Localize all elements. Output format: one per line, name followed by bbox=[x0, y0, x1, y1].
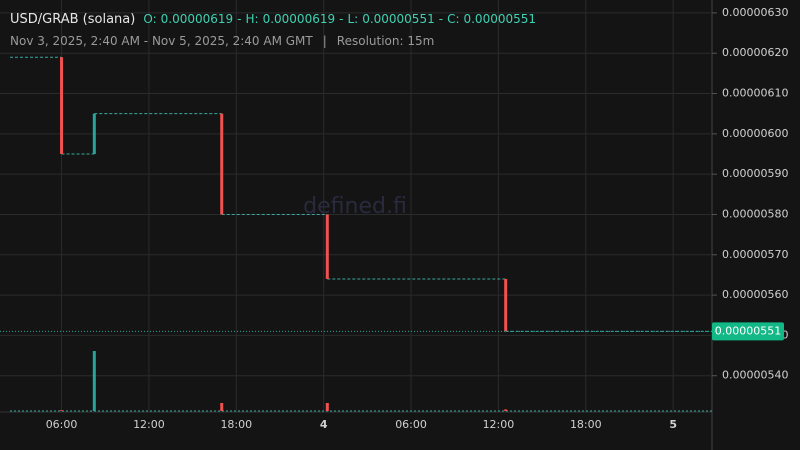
separator: - bbox=[237, 12, 241, 26]
resolution: Resolution: 15m bbox=[337, 34, 435, 48]
y-tick-label: 0.00000570 bbox=[722, 248, 788, 261]
price-label-box bbox=[712, 322, 784, 341]
volume-bar bbox=[220, 403, 224, 411]
volume-bar bbox=[325, 403, 329, 411]
candle-body bbox=[504, 278, 508, 332]
x-tick-label: 06:00 bbox=[395, 418, 427, 431]
x-tick-label: 18:00 bbox=[220, 418, 252, 431]
x-tick-label: 12:00 bbox=[483, 418, 515, 431]
subtitle: Nov 3, 2025, 2:40 AM - Nov 5, 2025, 2:40… bbox=[10, 34, 434, 48]
y-tick-label: 0.00000600 bbox=[722, 127, 788, 140]
y-tick-label: 0.00000610 bbox=[722, 87, 788, 100]
y-tick-label: 0.00000540 bbox=[722, 369, 788, 382]
price-label: 0.00000551 bbox=[715, 324, 781, 337]
candle-body bbox=[220, 113, 224, 215]
candle-body bbox=[325, 214, 329, 279]
ohlc-label: C: bbox=[447, 12, 459, 26]
pair: USD/GRAB (solana) bbox=[10, 12, 135, 27]
watermark: defined.fi bbox=[303, 194, 407, 219]
date-range: Nov 3, 2025, 2:40 AM - Nov 5, 2025, 2:40… bbox=[10, 34, 313, 48]
y-tick-label: 0.00000630 bbox=[722, 6, 788, 19]
ohlc-label: H: bbox=[246, 12, 259, 26]
ohlc-label: O: bbox=[143, 12, 156, 26]
volume-bar bbox=[92, 351, 96, 411]
separator: - bbox=[439, 12, 443, 26]
x-tick-label: 12:00 bbox=[133, 418, 165, 431]
ohlc-value: 0.00000619 bbox=[263, 12, 336, 26]
y-tick-label: 0.00000620 bbox=[722, 46, 788, 59]
plot: 0.00000551 bbox=[0, 56, 784, 412]
x-tick-label: 5 bbox=[669, 418, 677, 431]
volume-bar bbox=[504, 409, 508, 411]
x-tick-label: 06:00 bbox=[46, 418, 78, 431]
y-tick-label: 0.00000590 bbox=[722, 167, 788, 180]
header: USD/GRAB (solana) O: 0.00000619- H: 0.000006… bbox=[10, 12, 536, 27]
volume-bar bbox=[60, 410, 64, 411]
separator: - bbox=[339, 12, 343, 26]
candle-body bbox=[92, 113, 96, 154]
y-tick-label: 0.00000560 bbox=[722, 288, 788, 301]
x-tick-label: 18:00 bbox=[570, 418, 602, 431]
x-tick-label: 4 bbox=[320, 418, 328, 431]
y-tick-label: 0.00000580 bbox=[722, 207, 788, 220]
candle-body bbox=[60, 57, 64, 154]
ohlc-value: 0.00000551 bbox=[463, 12, 536, 26]
ohlc-value: 0.00000551 bbox=[362, 12, 435, 26]
divider: | bbox=[323, 34, 327, 48]
ohlc-label: L: bbox=[347, 12, 358, 26]
ohlc-value: 0.00000619 bbox=[161, 12, 234, 26]
